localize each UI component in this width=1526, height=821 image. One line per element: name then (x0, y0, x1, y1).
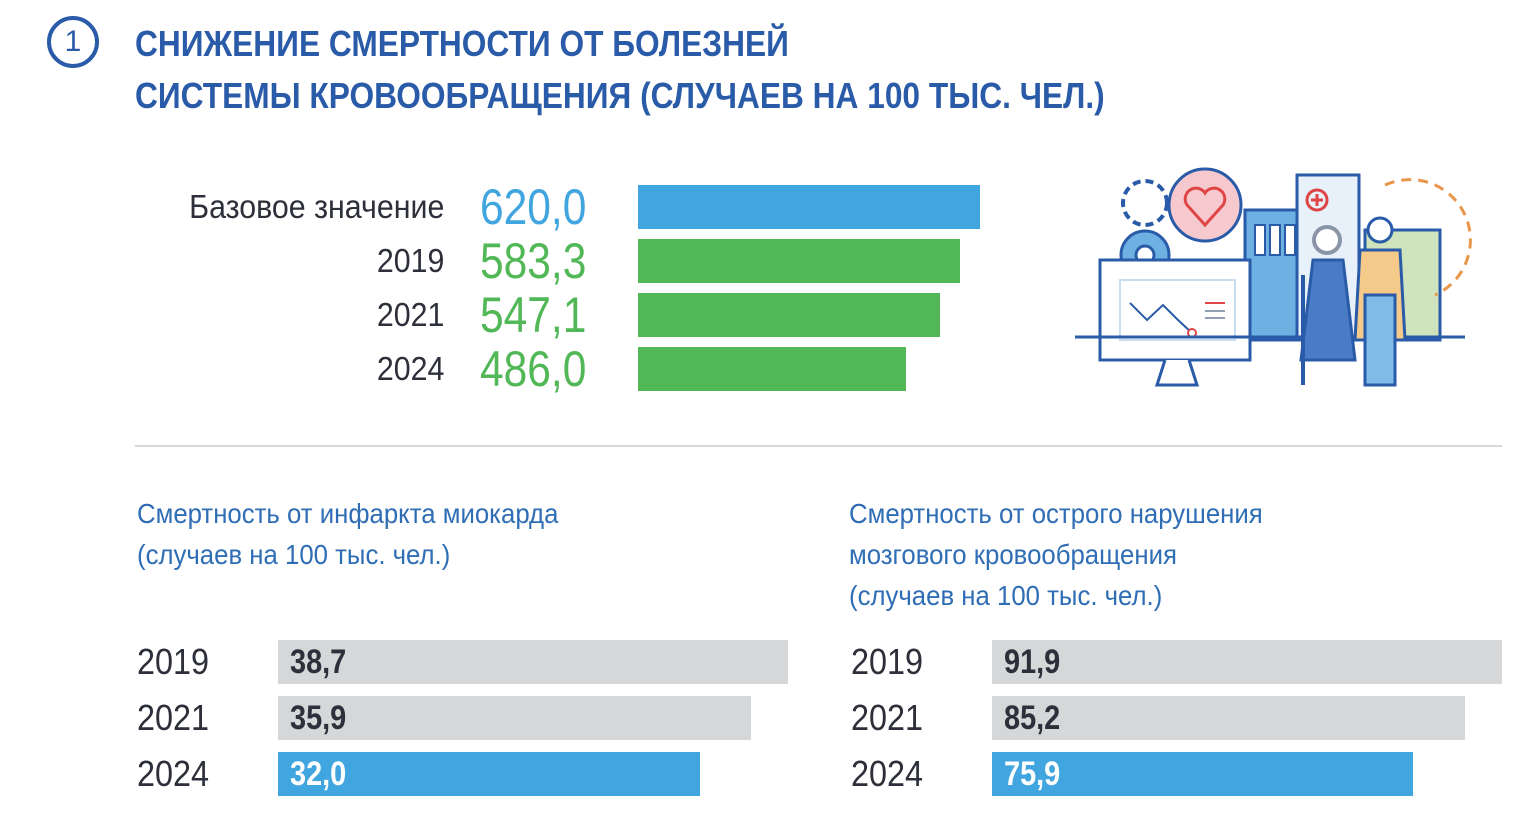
section-divider (135, 445, 1502, 447)
stroke-title-line-2: мозгового кровообращения (849, 539, 1177, 570)
bar-value-label: 35,9 (290, 699, 347, 737)
computer-monitor-icon (1075, 258, 1465, 387)
main-bar (638, 347, 907, 391)
main-value-label: 583,3 (480, 233, 587, 289)
year-label: 2024 (137, 753, 210, 794)
main-value-label: 620,0 (480, 179, 587, 235)
year-label: 2021 (137, 697, 210, 738)
elderly-couple-icon (1299, 216, 1407, 387)
main-value-label: 486,0 (480, 341, 587, 397)
bar-value-label: 85,2 (1004, 699, 1061, 737)
main-value-label: 547,1 (480, 287, 587, 343)
bar (278, 752, 700, 796)
main-category-label: 2019 (376, 242, 444, 279)
main-bar (638, 293, 940, 337)
healthcare-illustration (1075, 167, 1472, 387)
bar-value-label: 38,7 (290, 643, 347, 681)
main-category-label: 2024 (376, 350, 444, 387)
bar-value-label: 32,0 (290, 755, 347, 793)
bar-value-label: 91,9 (1004, 643, 1061, 681)
title-line-1: СНИЖЕНИЕ СМЕРТНОСТИ ОТ БОЛЕЗНЕЙ (135, 23, 789, 64)
main-category-label: 2021 (376, 296, 444, 333)
bar (278, 696, 752, 740)
bar (992, 640, 1502, 684)
year-label: 2019 (137, 641, 210, 682)
bar (992, 752, 1414, 796)
year-label: 2024 (851, 753, 924, 794)
bar-value-label: 75,9 (1004, 755, 1061, 793)
section-number-badge: 1 (47, 16, 99, 68)
main-bar (638, 185, 980, 229)
bar (278, 640, 788, 684)
stroke-chart-title: Смертность от острого нарушения мозговог… (849, 493, 1263, 616)
year-label: 2019 (851, 641, 924, 682)
page-title: СНИЖЕНИЕ СМЕРТНОСТИ ОТ БОЛЕЗНЕЙ СИСТЕМЫ … (135, 18, 1105, 122)
stroke-subtitle-line: (случаев на 100 тыс. чел.) (849, 580, 1163, 611)
year-label: 2021 (851, 697, 924, 738)
main-category-label: Базовое значение (188, 188, 444, 225)
mi-title-line: Смертность от инфаркта миокарда (137, 498, 559, 529)
stroke-title-line-1: Смертность от острого нарушения (849, 498, 1263, 529)
mi-chart-title: Смертность от инфаркта миокарда (случаев… (137, 493, 558, 575)
mi-subtitle-line: (случаев на 100 тыс. чел.) (137, 539, 451, 570)
bar (992, 696, 1465, 740)
main-bar (638, 239, 960, 283)
title-line-2: СИСТЕМЫ КРОВООБРАЩЕНИЯ (СЛУЧАЕВ НА 100 Т… (135, 75, 1105, 116)
